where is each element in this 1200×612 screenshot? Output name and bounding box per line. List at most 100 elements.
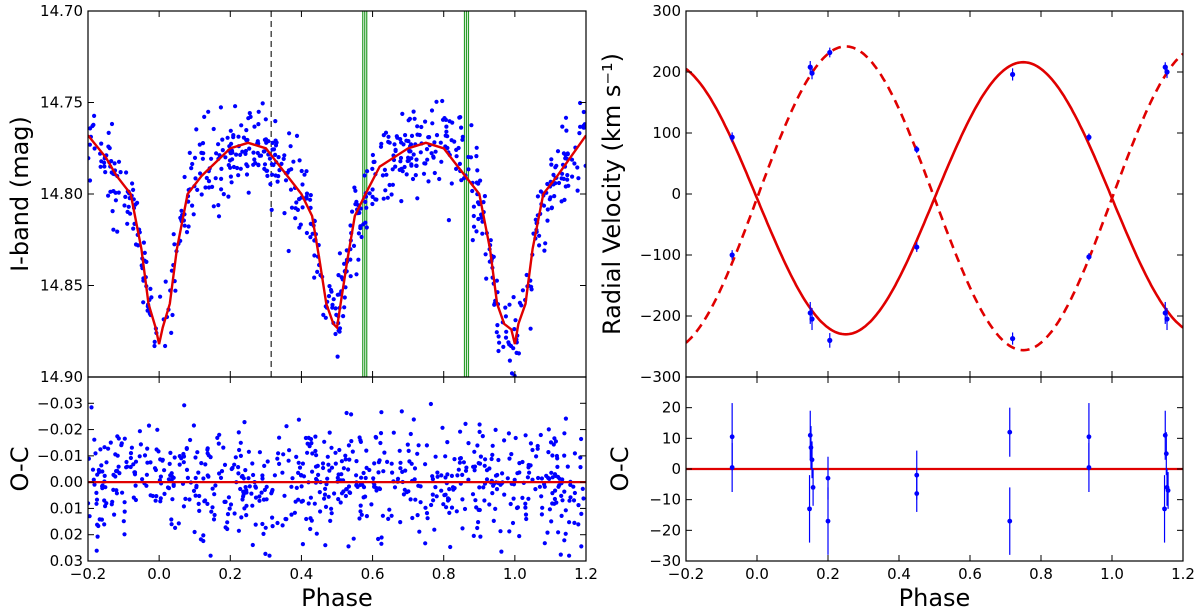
light-curve-point [528, 326, 533, 331]
light-curve-point [449, 138, 454, 143]
light-curve-residual-point [535, 446, 540, 451]
light-curve-point [503, 335, 509, 340]
light-curve-point [363, 199, 368, 204]
light-curve-point [506, 340, 511, 345]
light-curve-residual-point [507, 456, 512, 461]
light-curve-residual-point [226, 495, 231, 500]
light-curve-point [201, 151, 206, 156]
light-curve-residual-point [247, 484, 252, 489]
light-curve-residual-point [454, 509, 459, 514]
light-curve-point [106, 130, 111, 135]
light-curve-point [561, 176, 566, 181]
light-curve-residual-point [184, 467, 190, 472]
light-curve-residual-point [435, 470, 440, 475]
light-curve-point [282, 153, 287, 158]
light-curve-residual-point [236, 471, 241, 476]
light-curve-residual-point [423, 541, 428, 546]
light-curve-point [270, 172, 275, 177]
light-curve-residual-point [140, 477, 145, 482]
light-curve-point [432, 170, 437, 176]
light-curve-residual-point [294, 485, 299, 490]
light-curve-point [439, 159, 444, 164]
light-curve-point [427, 135, 432, 140]
light-curve-residual-point [169, 522, 174, 527]
rv-residual-point [1086, 465, 1092, 470]
x-tick-label: 1.2 [1171, 565, 1195, 583]
light-curve-point [454, 166, 459, 171]
light-curve-point [387, 140, 392, 145]
light-curve-residual-point [463, 468, 469, 473]
light-curve-point [501, 344, 506, 349]
rv-point [1086, 134, 1092, 140]
light-curve-residual-point [170, 497, 175, 502]
light-curve-point [471, 204, 476, 209]
light-curve-residual-point [102, 445, 107, 450]
light-curve-residual-point [559, 493, 564, 498]
light-curve-residual-point [286, 458, 291, 463]
light-curve-point [241, 135, 246, 140]
light-curve-point [244, 172, 250, 177]
light-curve-point [415, 196, 420, 201]
light-curve-residual-point [215, 435, 220, 440]
light-curve-residual-point [472, 449, 477, 454]
light-curve-point [514, 350, 519, 355]
light-curve-point [545, 207, 550, 212]
y-tick-label: 100 [652, 124, 681, 142]
light-curve-residual-point [523, 433, 528, 438]
light-curve-point [264, 168, 269, 173]
light-curve-point [111, 227, 116, 232]
light-curve-point [429, 108, 435, 113]
light-curve-residual-point [572, 490, 578, 496]
light-curve-residual-point [299, 499, 304, 504]
rv-point [729, 134, 735, 140]
light-curve-point [535, 194, 541, 199]
light-curve-point [335, 292, 340, 297]
light-curve-point [257, 153, 262, 158]
light-curve-residual-point [199, 461, 204, 466]
light-curve-point [300, 182, 305, 187]
light-curve-point [517, 300, 523, 305]
light-curve-residual-point [240, 497, 245, 502]
light-curve-residual-point [194, 485, 199, 490]
light-curve-point [551, 172, 556, 177]
light-curve-residual-point [446, 497, 452, 502]
light-curve-point [263, 117, 268, 122]
light-curve-point [287, 131, 292, 136]
light-curve-point [125, 221, 130, 226]
light-curve-residual-point [209, 509, 214, 514]
light-curve-point [152, 343, 157, 349]
light-curve-point [509, 371, 515, 376]
light-curve-point [565, 177, 570, 182]
light-curve-point [206, 185, 212, 190]
light-curve-point [446, 218, 451, 223]
light-curve-point [407, 116, 412, 121]
light-curve-residual-point [326, 462, 331, 467]
light-curve-residual-point [103, 485, 108, 490]
light-curve-residual-point [304, 516, 309, 522]
light-curve-residual-point [243, 468, 248, 473]
light-curve-residual-point [477, 485, 482, 490]
light-curve-point [403, 133, 408, 138]
light-curve-point [417, 132, 422, 138]
light-curve-point [231, 164, 236, 170]
light-curve-residual-point [457, 456, 463, 461]
light-curve-residual-point [336, 497, 341, 502]
light-curve-residual-point [563, 531, 568, 536]
light-curve-point [216, 142, 221, 147]
light-curve-point [236, 134, 241, 139]
light-curve-residual-point [464, 465, 469, 470]
light-curve-residual-point [88, 514, 92, 519]
light-curve-residual-point [322, 496, 327, 501]
light-curve-residual-point [389, 461, 394, 466]
light-curve-residual-point [246, 476, 251, 481]
light-curve-residual-point [433, 485, 438, 490]
light-curve-point [356, 257, 361, 262]
light-curve-residual-point [578, 465, 583, 470]
light-curve-residual-point [477, 422, 482, 427]
light-curve-point [583, 163, 586, 168]
rv-point [1164, 69, 1170, 75]
light-curve-point [470, 238, 475, 243]
light-curve-residual-point [260, 476, 265, 481]
plot-frame [685, 10, 1184, 378]
light-curve-residual-point [238, 440, 243, 445]
